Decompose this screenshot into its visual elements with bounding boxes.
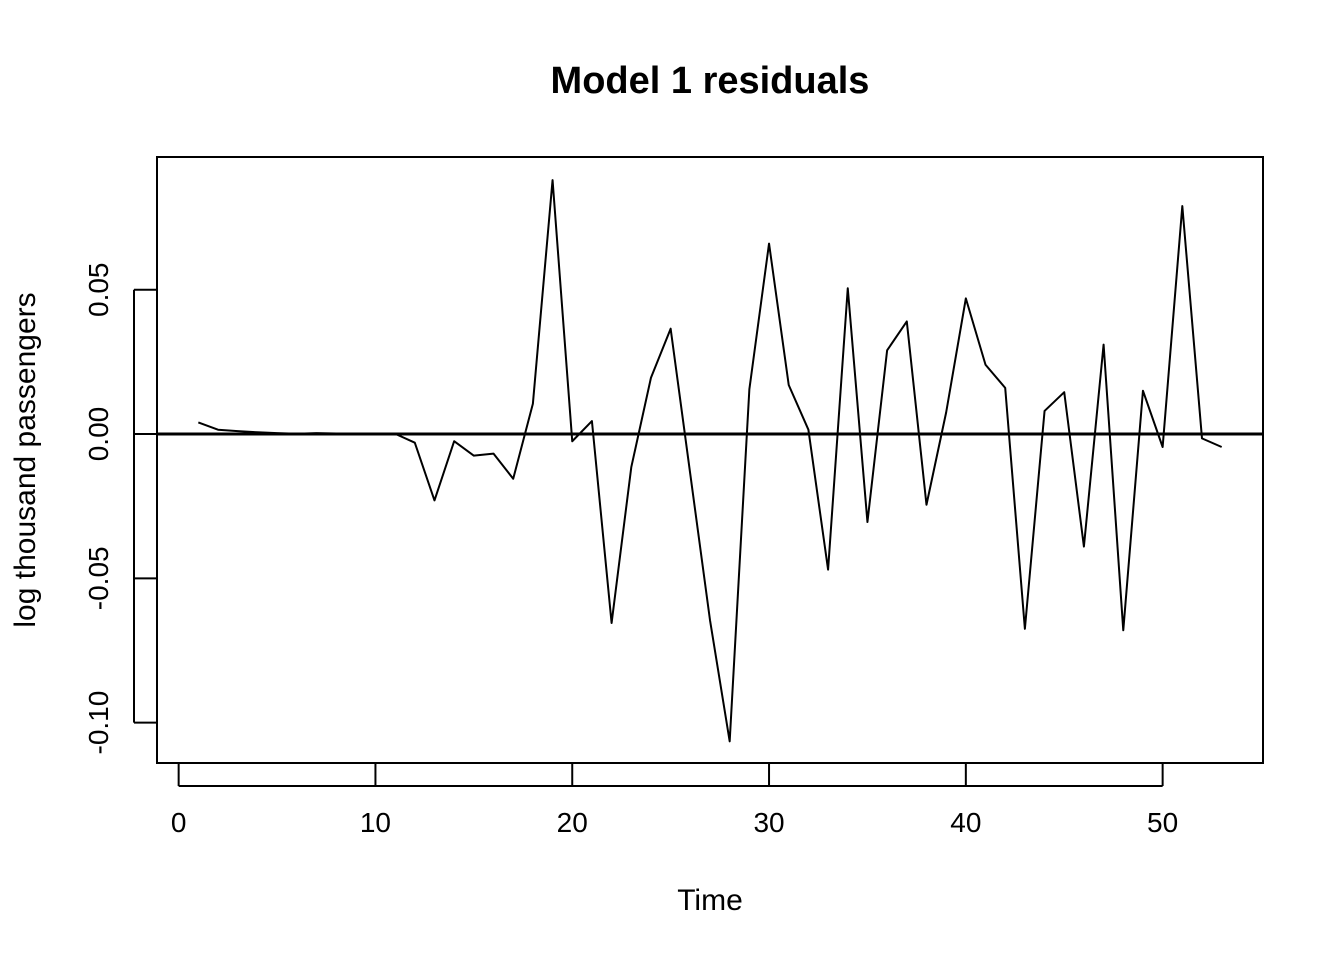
y-tick-label: 0.00 — [83, 407, 114, 462]
plot-frame — [156, 156, 1264, 764]
series-line-residuals — [197, 179, 1223, 743]
y-axis-label: log thousand passengers — [9, 292, 42, 627]
x-axis: 0 10 20 30 40 50 — [171, 764, 1178, 838]
x-tick-label: 10 — [360, 807, 391, 838]
x-tick-label: 20 — [557, 807, 588, 838]
x-tick-label: 40 — [950, 807, 981, 838]
chart-title: Model 1 residuals — [551, 60, 870, 102]
data-points — [196, 178, 1223, 743]
y-tick-label: -0.05 — [83, 546, 114, 610]
x-tick-label: 30 — [753, 807, 784, 838]
y-axis: -0.10 -0.05 0.00 0.05 — [83, 262, 156, 755]
x-axis-label: Time — [677, 884, 743, 917]
x-tick-label: 0 — [171, 807, 187, 838]
y-tick-label: 0.05 — [83, 262, 114, 317]
x-tick-label: 50 — [1147, 807, 1178, 838]
y-tick-label: -0.10 — [83, 691, 114, 755]
